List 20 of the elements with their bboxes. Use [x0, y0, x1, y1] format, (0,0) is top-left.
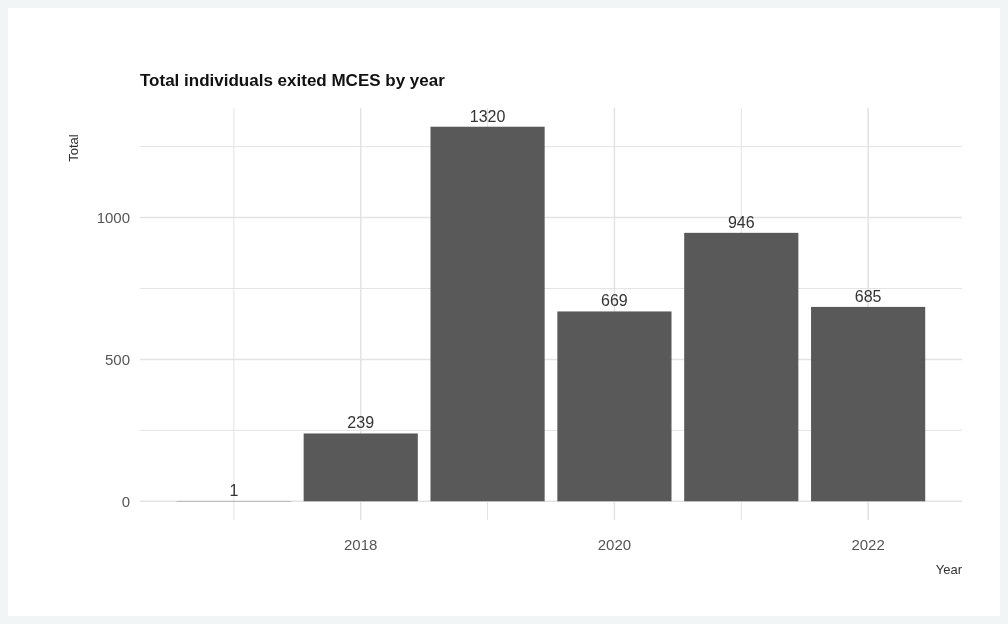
data-label: 946 [727, 213, 755, 231]
y-tick-label: 1000 [96, 208, 130, 226]
bar [684, 232, 799, 502]
x-tick-label: 2018 [344, 536, 378, 553]
bar [430, 126, 545, 502]
bar [557, 311, 672, 502]
x-tick-label: 2022 [851, 536, 885, 553]
x-tick-label: 2020 [597, 536, 632, 553]
bar [303, 433, 418, 502]
data-label: 1320 [469, 107, 506, 125]
x-axis-title: Year [935, 562, 963, 577]
data-label: 685 [854, 287, 882, 305]
data-label: 669 [601, 292, 628, 310]
bar [811, 306, 926, 502]
y-axis-title: Total [66, 134, 81, 162]
data-label: 239 [347, 414, 375, 432]
data-label: 1 [229, 481, 239, 499]
y-tick-label: 500 [104, 350, 130, 368]
chart-title: Total individuals exited MCES by year [140, 71, 446, 90]
y-tick-label: 0 [121, 492, 130, 510]
